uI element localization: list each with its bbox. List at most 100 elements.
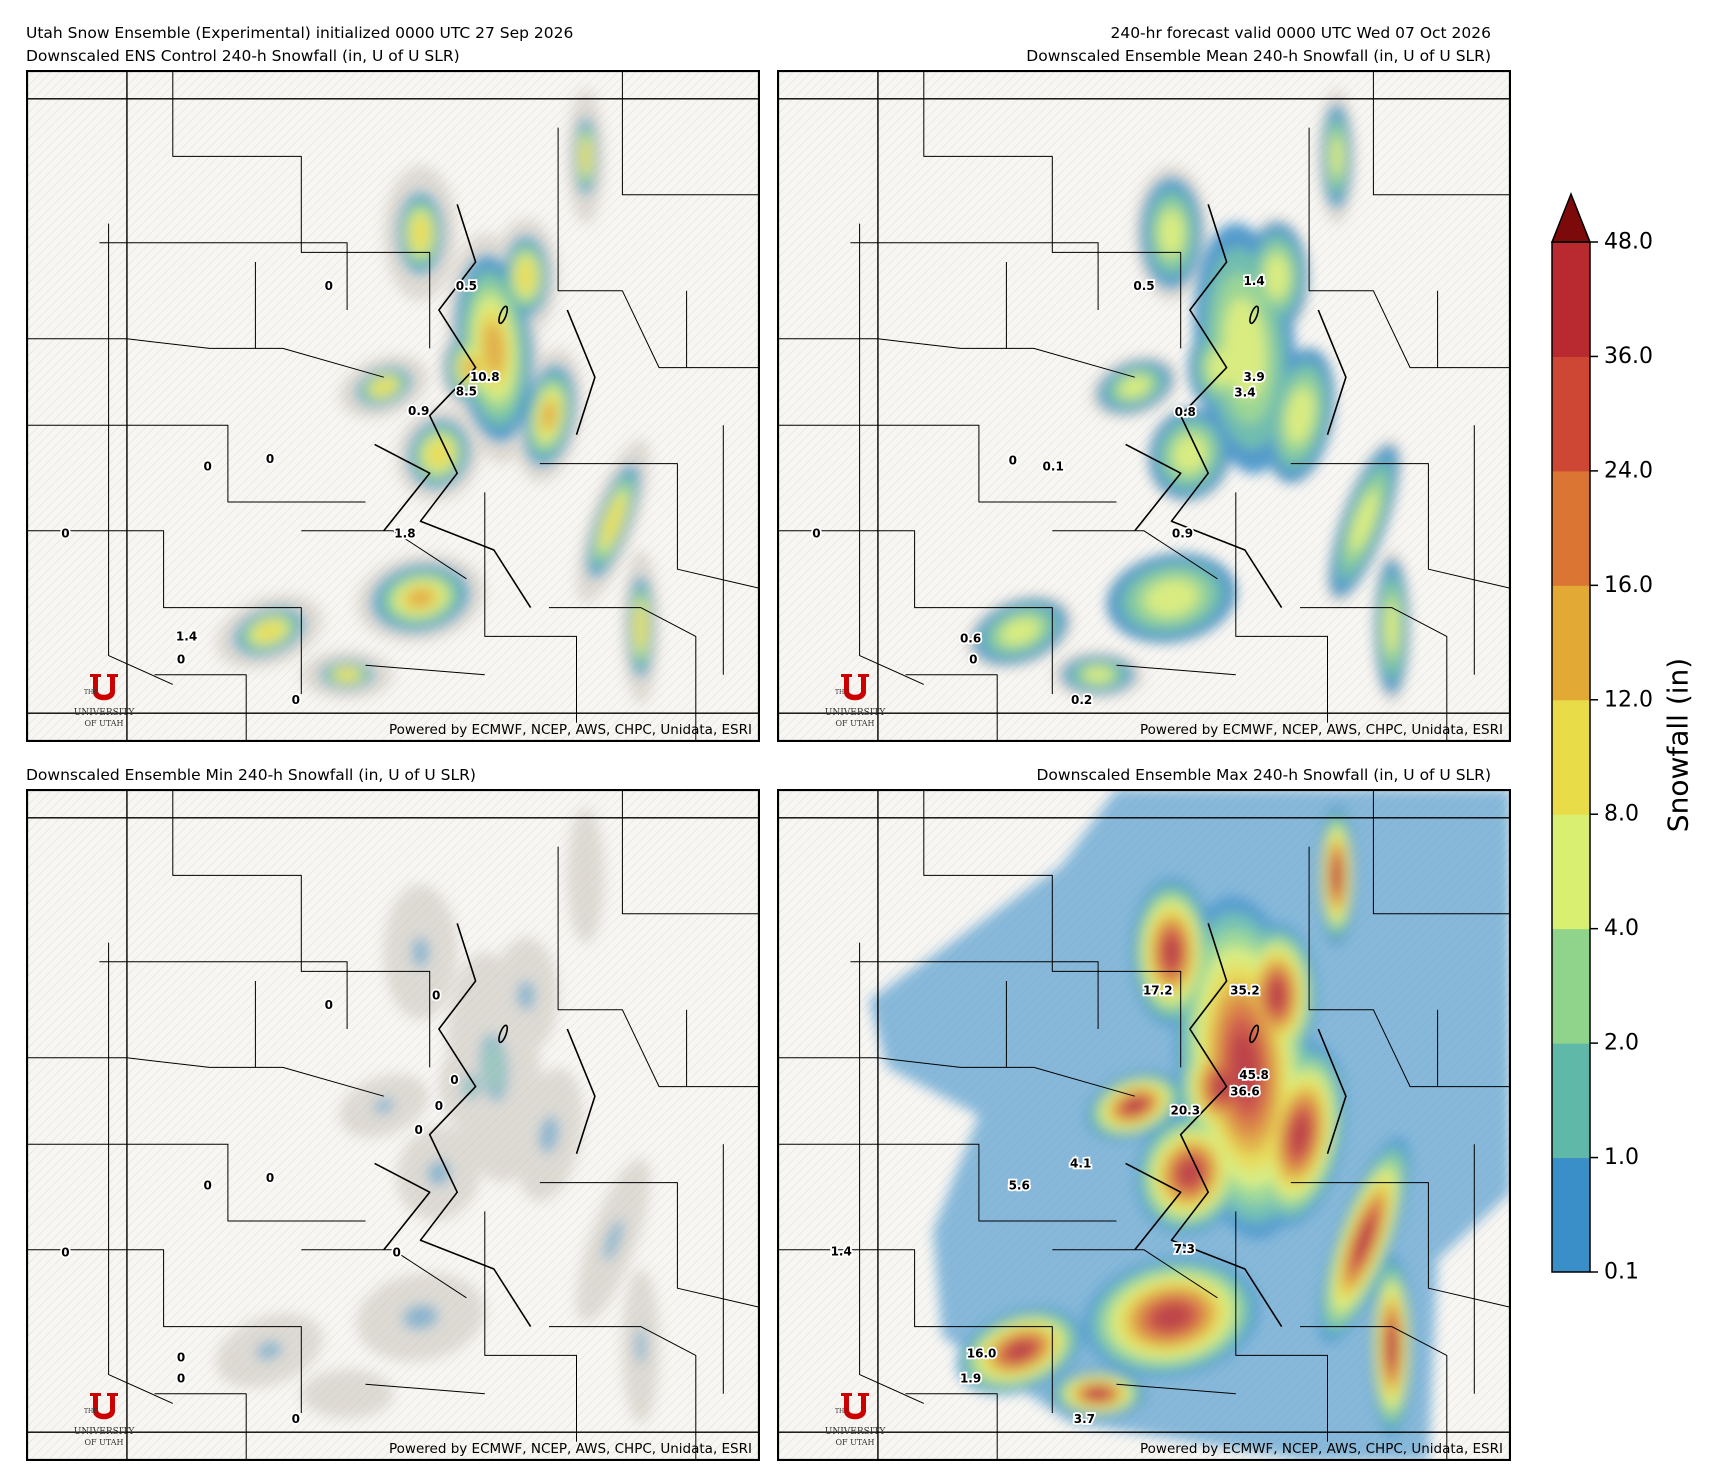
logo-university-text: UNIVERSITY (73, 708, 135, 718)
value-label: 16.0 (967, 1346, 997, 1360)
value-label: 0.5 (456, 279, 477, 293)
value-label: 0 (415, 1123, 423, 1137)
value-label: 0 (203, 1178, 211, 1192)
u-block-icon: THE (835, 1393, 869, 1420)
logo-of-utah-text: OF UTAH (84, 1438, 124, 1447)
map-max: 17.2 35.2 45.8 36.6 20.3 4.1 5.6 1.4 7.3 16.0 1.9 3… (777, 789, 1511, 1461)
colorbar-tick-label: 1.0 (1604, 1145, 1639, 1170)
value-label: 1.4 (831, 1245, 852, 1259)
credit-text: Powered by ECMWF, NCEP, AWS, CHPC, Unida… (389, 722, 752, 738)
value-label: 1.4 (1243, 274, 1264, 288)
colorbar-tick-label: 16.0 (1604, 573, 1653, 598)
value-label: 0.8 (1175, 405, 1196, 419)
colorbar-segment (1552, 699, 1590, 815)
credit-text: Powered by ECMWF, NCEP, AWS, CHPC, Unida… (1140, 1441, 1503, 1457)
value-label: 0 (432, 988, 440, 1002)
figure-title-valid-time: 240-hr forecast valid 0000 UTC Wed 07 Oc… (1110, 24, 1491, 42)
panel-title-max: Downscaled Ensemble Max 240-h Snowfall (… (1036, 766, 1491, 784)
value-label: 10.8 (470, 370, 500, 384)
value-label: 0 (435, 1099, 443, 1113)
university-logo: THE UNIVERSITY OF UTAH (64, 1391, 144, 1447)
colorbar-tick-label: 24.0 (1604, 458, 1653, 483)
value-label: 0 (177, 1371, 185, 1385)
panel-title-mean: Downscaled Ensemble Mean 240-h Snowfall … (1026, 47, 1491, 65)
value-label: 17.2 (1143, 984, 1173, 998)
value-label: 8.5 (456, 385, 477, 399)
logo-university-text: UNIVERSITY (73, 1427, 135, 1437)
value-label: 0 (177, 652, 185, 666)
logo-of-utah-text: OF UTAH (84, 719, 124, 728)
value-label: 0 (266, 1171, 274, 1185)
svg-text:THE: THE (835, 689, 849, 696)
value-label: 7.3 (1174, 1242, 1195, 1256)
university-logo: THE UNIVERSITY OF UTAH (64, 672, 144, 728)
value-label: 35.2 (1230, 984, 1260, 998)
value-label: 0 (61, 1246, 69, 1260)
value-label: 1.9 (960, 1371, 981, 1385)
logo-of-utah-text: OF UTAH (835, 1438, 875, 1447)
value-label: 0.2 (1071, 693, 1092, 707)
value-label: 1.4 (176, 629, 197, 643)
value-label: 0 (812, 527, 820, 541)
u-block-icon: THE (84, 1393, 118, 1420)
colorbar-segment (1552, 585, 1590, 701)
value-label: 3.7 (1074, 1412, 1095, 1426)
logo-of-utah-text: OF UTAH (835, 719, 875, 728)
value-label: 0 (61, 527, 69, 541)
colorbar-segment (1552, 356, 1590, 472)
value-label: 45.8 (1239, 1068, 1269, 1082)
value-label: 5.6 (1009, 1178, 1030, 1192)
value-label: 0 (266, 452, 274, 466)
value-label: 0 (1009, 454, 1017, 468)
value-label: 0.5 (1133, 279, 1154, 293)
university-logo: THE UNIVERSITY OF UTAH (815, 672, 895, 728)
value-label: 0 (292, 1412, 300, 1426)
value-label: 20.3 (1170, 1104, 1200, 1118)
panel-title-min: Downscaled Ensemble Min 240-h Snowfall (… (26, 766, 476, 784)
value-label: 0 (325, 998, 333, 1012)
colorbar-tick-label: 2.0 (1604, 1031, 1639, 1056)
colorbar-tick-label: 36.0 (1604, 344, 1653, 369)
value-label: 0.9 (1172, 527, 1193, 541)
colorbar-segment (1552, 928, 1590, 1044)
map-panel-max: 17.2 35.2 45.8 36.6 20.3 4.1 5.6 1.4 7.3 16.0 1.9 3… (777, 789, 1511, 1461)
colorbar-segment (1552, 1157, 1590, 1273)
value-label: 3.9 (1243, 370, 1264, 384)
credit-text: Powered by ECMWF, NCEP, AWS, CHPC, Unida… (389, 1441, 752, 1457)
svg-text:THE: THE (835, 1408, 849, 1415)
u-block-icon: THE (835, 674, 869, 701)
svg-text:THE: THE (84, 1408, 98, 1415)
colorbar-segment (1552, 1043, 1590, 1159)
university-logo: THE UNIVERSITY OF UTAH (815, 1391, 895, 1447)
value-label: 0 (177, 1350, 185, 1364)
value-label: 0.6 (960, 631, 981, 645)
colorbar-segment (1552, 470, 1590, 586)
value-label: 0.1 (1043, 459, 1064, 473)
logo-university-text: UNIVERSITY (824, 708, 886, 718)
value-label: 1.8 (394, 527, 415, 541)
value-label: 0 (325, 279, 333, 293)
colorbar-tick-label: 8.0 (1604, 802, 1639, 827)
colorbar-tick-label: 48.0 (1604, 230, 1653, 255)
figure-title-initialized: Utah Snow Ensemble (Experimental) initia… (26, 24, 574, 42)
colorbar-extend-arrow (1550, 191, 1592, 243)
value-label: 0 (203, 459, 211, 473)
colorbar-segment (1552, 814, 1590, 930)
value-label: 4.1 (1070, 1156, 1091, 1170)
colorbar-segment (1552, 242, 1590, 357)
colorbar-tick-label: 4.0 (1604, 916, 1639, 941)
value-label: 3.4 (1234, 386, 1255, 400)
colorbar-tick-label: 0.1 (1604, 1260, 1639, 1281)
u-block-icon: THE (84, 674, 118, 701)
colorbar-title: Snowfall (in) (1661, 657, 1695, 833)
logo-university-text: UNIVERSITY (824, 1427, 886, 1437)
value-label: 0 (450, 1073, 458, 1087)
credit-text: Powered by ECMWF, NCEP, AWS, CHPC, Unida… (1140, 722, 1503, 738)
panel-title-control: Downscaled ENS Control 240-h Snowfall (i… (26, 47, 460, 65)
